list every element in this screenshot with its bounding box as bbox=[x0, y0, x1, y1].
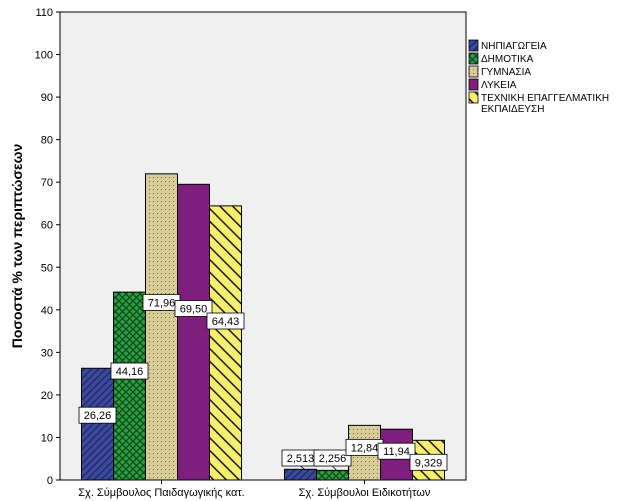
data-label: 2,256 bbox=[319, 453, 347, 465]
y-tick-label: 90 bbox=[41, 92, 53, 104]
legend-swatch bbox=[468, 39, 479, 52]
data-label-leader bbox=[300, 465, 305, 470]
legend-label: ΓΥΜΝΑΣΙΑ bbox=[481, 67, 531, 78]
data-label: 26,26 bbox=[84, 410, 112, 422]
data-label: 12,84 bbox=[351, 442, 379, 454]
y-tick-label: 0 bbox=[47, 475, 53, 487]
y-tick-label: 10 bbox=[41, 432, 53, 444]
legend-swatch bbox=[468, 91, 479, 104]
data-label-box bbox=[377, 442, 416, 460]
data-label: 71,96 bbox=[148, 297, 176, 309]
legend-label: ΤΕΧΝΙΚΗ ΕΠΑΓΓΕΛΜΑΤΙΚΗ ΕΚΠΑΙΔΕΥΣΗ bbox=[481, 93, 609, 115]
bar bbox=[113, 291, 146, 481]
data-label-box bbox=[78, 406, 117, 424]
data-label-box bbox=[174, 300, 213, 317]
data-label-box bbox=[110, 362, 149, 380]
y-tick-label: 80 bbox=[41, 135, 53, 147]
y-axis-label: Ποσοστά % των περιπτώσεων bbox=[9, 144, 25, 349]
data-label-leader bbox=[332, 465, 337, 471]
bar bbox=[284, 468, 317, 481]
data-label: 64,43 bbox=[212, 316, 240, 328]
legend-swatch bbox=[468, 78, 479, 91]
bar bbox=[177, 183, 210, 481]
y-tick-label: 50 bbox=[41, 262, 53, 274]
data-label: 44,16 bbox=[116, 366, 144, 378]
x-category-label: Σχ. Σύμβουλος Παιδαγωγικής κατ. bbox=[78, 487, 244, 499]
data-label-box bbox=[206, 312, 245, 330]
y-tick-label: 60 bbox=[41, 220, 53, 232]
legend-label: ΔΗΜΟΤΙΚΑ bbox=[481, 54, 534, 65]
y-tick-label: 110 bbox=[35, 7, 53, 19]
data-label: 9,329 bbox=[415, 457, 443, 469]
data-label: 2,513 bbox=[287, 453, 315, 465]
bar bbox=[145, 173, 178, 481]
data-label: 69,50 bbox=[180, 303, 208, 315]
y-tick-label: 100 bbox=[35, 50, 53, 62]
data-label-box bbox=[409, 453, 448, 471]
x-category-label: Σχ. Σύμβουλοι Ειδικοτήτων bbox=[299, 487, 431, 499]
bar bbox=[209, 205, 242, 481]
y-tick-label: 40 bbox=[41, 305, 53, 317]
bar bbox=[316, 469, 349, 481]
legend-label: ΝΗΠΙΑΓΩΓΕΙΑ bbox=[481, 41, 547, 52]
y-tick-label: 70 bbox=[41, 177, 53, 189]
legend-swatch bbox=[468, 52, 479, 65]
legend-label: ΛΥΚΕΙΑ bbox=[481, 80, 517, 91]
data-label: 11,94 bbox=[383, 446, 410, 458]
legend-swatch bbox=[468, 65, 479, 78]
bar bbox=[81, 367, 114, 481]
y-tick-label: 20 bbox=[41, 390, 53, 402]
y-tick-label: 30 bbox=[41, 347, 53, 359]
